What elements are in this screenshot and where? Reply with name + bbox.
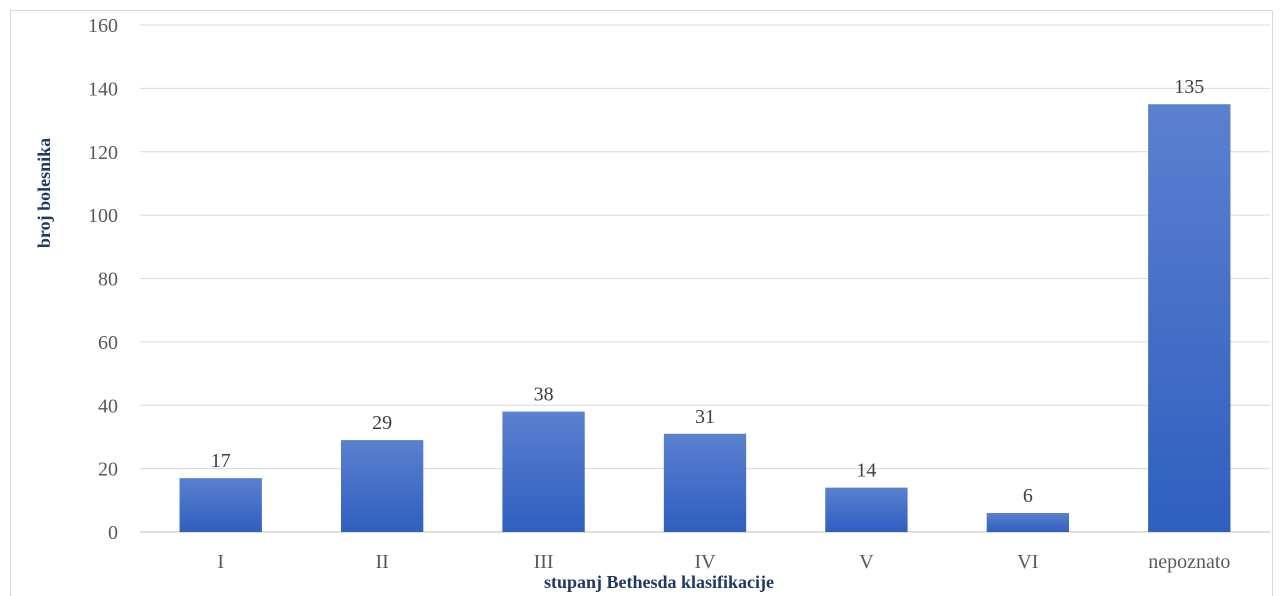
y-tick-label: 20 bbox=[98, 459, 118, 481]
y-tick-label: 160 bbox=[88, 15, 118, 37]
x-tick-label: IV bbox=[694, 551, 716, 573]
data-label: 14 bbox=[856, 460, 876, 482]
data-label: 6 bbox=[1023, 485, 1033, 507]
data-label: 38 bbox=[534, 384, 554, 406]
x-tick-labels: I II III IV V VI nepoznato bbox=[217, 551, 1230, 573]
bars bbox=[179, 104, 1231, 532]
bar bbox=[340, 440, 424, 532]
gridlines bbox=[140, 24, 1270, 533]
x-axis-title: stupanj Bethesda klasifikacije bbox=[544, 572, 774, 592]
y-tick-label: 60 bbox=[98, 332, 118, 354]
bar bbox=[825, 487, 908, 532]
data-label: 29 bbox=[372, 412, 392, 434]
x-tick-label: nepoznato bbox=[1148, 551, 1230, 573]
data-labels: 17 29 38 31 14 6 135 bbox=[211, 76, 1205, 507]
y-tick-label: 0 bbox=[108, 522, 118, 544]
y-tick-labels: 0 20 40 60 80 100 120 140 160 bbox=[88, 15, 118, 544]
x-tick-label: VI bbox=[1017, 551, 1038, 573]
y-tick-label: 140 bbox=[88, 78, 118, 100]
y-tick-label: 40 bbox=[98, 395, 118, 417]
y-tick-label: 120 bbox=[88, 142, 118, 164]
x-tick-label: V bbox=[859, 551, 874, 573]
x-tick-label: II bbox=[375, 551, 388, 573]
data-label: 31 bbox=[695, 406, 715, 428]
bar bbox=[1148, 104, 1231, 532]
y-tick-label: 100 bbox=[88, 205, 118, 227]
data-label: 17 bbox=[211, 450, 231, 472]
x-tick-label: III bbox=[534, 551, 554, 573]
bar bbox=[502, 411, 585, 532]
bar bbox=[986, 512, 1070, 532]
bar bbox=[663, 433, 747, 532]
data-label: 135 bbox=[1174, 76, 1204, 98]
bar bbox=[179, 478, 262, 532]
chart-frame bbox=[10, 10, 1273, 596]
x-tick-label: I bbox=[217, 551, 224, 573]
y-axis-title: broj bolesnika bbox=[34, 138, 54, 248]
y-tick-label: 80 bbox=[98, 269, 118, 291]
